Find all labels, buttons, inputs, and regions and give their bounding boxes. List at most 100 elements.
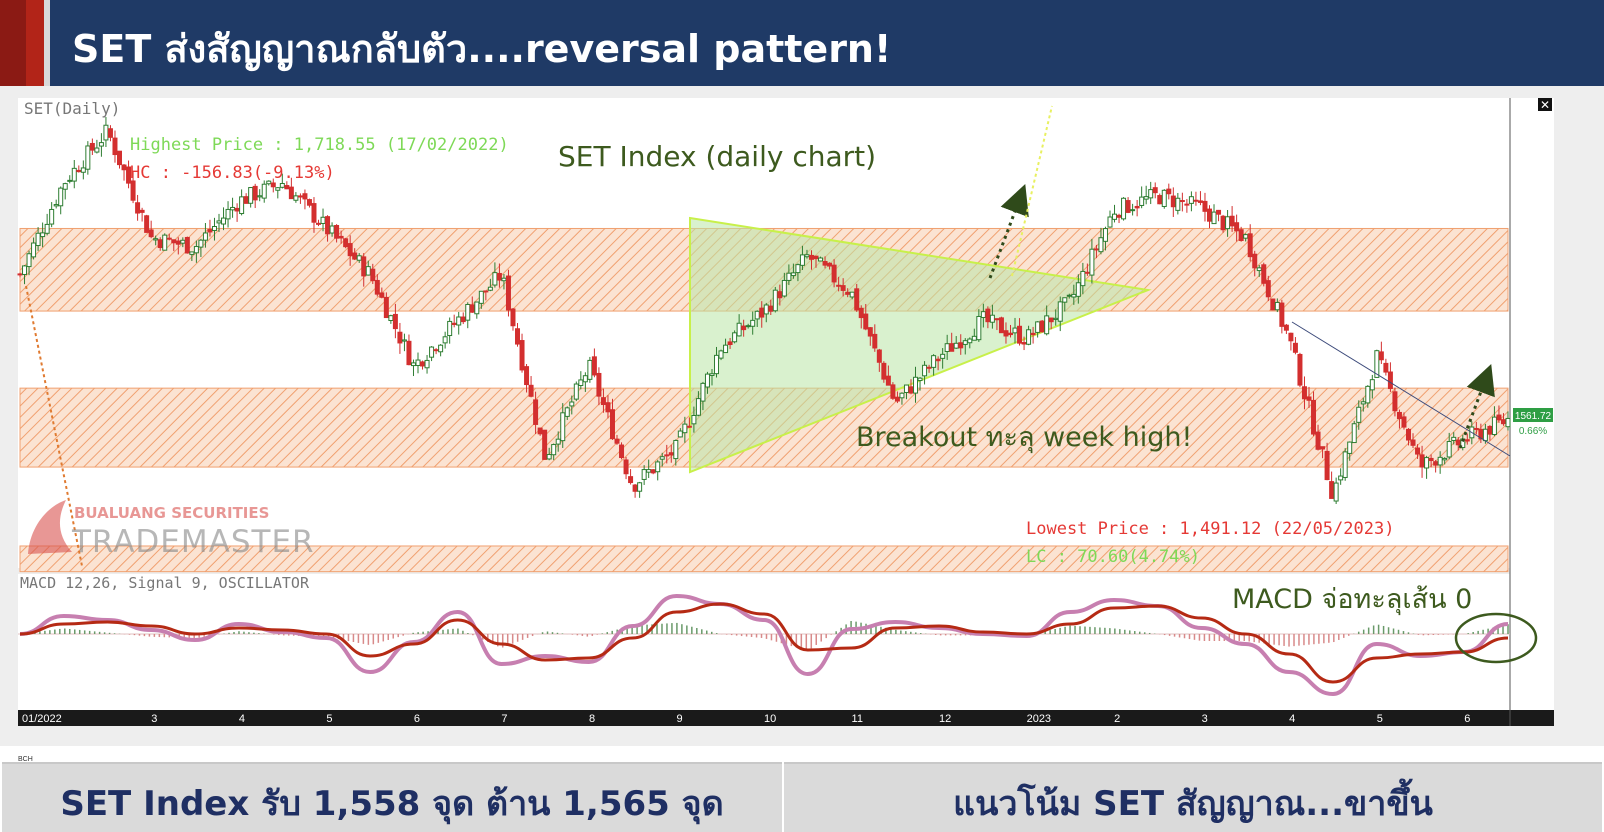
candle-body <box>153 238 159 241</box>
candle-body <box>1157 195 1163 205</box>
header-bar: SET ส่งสัญญาณกลับตัว....reversal pattern… <box>0 0 1604 86</box>
candle-body <box>998 317 1004 334</box>
candle-body <box>438 344 444 353</box>
candle-body <box>1107 216 1113 228</box>
candle-body <box>804 254 810 258</box>
candle-body <box>171 239 177 244</box>
macd-histogram <box>24 621 1509 651</box>
candle-body <box>230 206 236 211</box>
candle-body <box>383 296 389 319</box>
candle-body <box>1415 447 1421 455</box>
candle-body <box>1496 414 1502 421</box>
candle-body <box>180 239 186 244</box>
candle-body <box>1297 353 1303 386</box>
candle-body <box>849 291 855 298</box>
candle-body <box>980 311 986 318</box>
candle-body <box>451 322 457 326</box>
candle-body <box>352 252 358 260</box>
candle-body <box>741 325 747 331</box>
candle-body <box>442 336 448 344</box>
chart-area: ✕ SET(Daily) Highest Price : 1,718.55 (1… <box>17 98 1554 726</box>
support-resistance-text: SET Index รับ 1,558 จุด ต้าน 1,565 จุด <box>60 784 724 824</box>
trend-text: แนวโน้ม SET สัญญาณ...ขาขึ้น <box>953 784 1433 824</box>
candle-body <box>845 291 851 295</box>
candle-body <box>790 272 796 277</box>
macd-annotation: MACD จ่อทะลุเส้น 0 <box>1232 584 1472 616</box>
macd-panel-title: MACD 12,26, Signal 9, OSCILLATOR <box>20 574 310 592</box>
candle-body <box>718 350 724 359</box>
x-tick-label: 4 <box>1289 713 1295 725</box>
breakout-arrow-2 <box>1458 363 1495 449</box>
macd-panel <box>18 574 1510 710</box>
candle-body <box>808 254 814 260</box>
candle-body <box>994 318 1000 321</box>
candle-body <box>492 272 498 286</box>
svg-text:BUALUANG SECURITIES: BUALUANG SECURITIES <box>74 504 269 522</box>
candle-body <box>1360 401 1366 405</box>
candle-body <box>483 290 489 293</box>
candle-body <box>962 340 968 345</box>
candle-body <box>510 308 516 327</box>
candle-body <box>248 187 254 204</box>
candle-body <box>935 358 941 362</box>
x-tick-label: 6 <box>1464 713 1470 725</box>
candle-body <box>1387 371 1393 390</box>
candle-body <box>89 142 95 151</box>
candle-body <box>433 349 439 352</box>
candle-body <box>67 179 73 182</box>
candle-body <box>1102 228 1108 242</box>
candle-body <box>745 325 751 328</box>
candle-body <box>424 359 430 369</box>
candle-body <box>533 399 539 425</box>
candle-body <box>325 216 331 235</box>
candle-body <box>1500 419 1506 425</box>
candle-body <box>1238 229 1244 241</box>
candle-body <box>401 339 407 342</box>
candle-body <box>297 195 303 198</box>
candle-body <box>1419 454 1425 468</box>
candle-body <box>17 273 23 276</box>
candle-body <box>840 285 846 291</box>
candle-body <box>1139 196 1145 206</box>
candle-body <box>560 412 566 442</box>
candle-body <box>1292 342 1298 353</box>
candle-body <box>1098 237 1104 253</box>
x-tick-label: 11 <box>852 713 863 725</box>
candle-body <box>655 461 661 473</box>
candle-body <box>379 292 385 298</box>
candle-body <box>1039 320 1045 333</box>
candle-body <box>76 169 82 173</box>
candle-body <box>768 305 774 312</box>
candle-body <box>1424 457 1430 469</box>
candle-body <box>551 444 557 456</box>
candle-body <box>1071 293 1077 298</box>
chart-annotation-title: SET Index (daily chart) <box>558 140 876 173</box>
candle-body <box>270 182 276 188</box>
candle-body <box>1007 332 1013 336</box>
candle-body <box>62 183 68 190</box>
time-axis-bar <box>18 710 1554 726</box>
downtrend-line <box>1291 321 1511 457</box>
candle-body <box>727 341 733 346</box>
candle-body <box>822 260 828 266</box>
candle-body <box>98 142 104 147</box>
candle-body <box>700 382 706 402</box>
candle-body <box>252 185 258 201</box>
candle-body <box>926 366 932 369</box>
close-icon[interactable] <box>1538 98 1552 111</box>
candle-body <box>1112 213 1118 220</box>
candle-body <box>1066 294 1072 297</box>
candle-body <box>750 319 756 327</box>
candle-body <box>867 327 873 337</box>
candle-body <box>316 222 322 225</box>
footer-left-box: SET Index รับ 1,558 จุด ต้าน 1,565 จุด <box>2 762 782 832</box>
highest-price-label: Highest Price : 1,718.55 (17/02/2022) <box>130 135 509 155</box>
candle-body <box>1256 267 1262 272</box>
lc-label: LC : 70.60(4.74%) <box>1026 547 1200 567</box>
candle-body <box>1405 428 1411 441</box>
candle-body <box>641 469 647 480</box>
candle-body <box>243 196 249 204</box>
candle-body <box>515 328 521 345</box>
candle-body <box>858 307 864 319</box>
x-tick-label: 3 <box>1202 713 1208 725</box>
